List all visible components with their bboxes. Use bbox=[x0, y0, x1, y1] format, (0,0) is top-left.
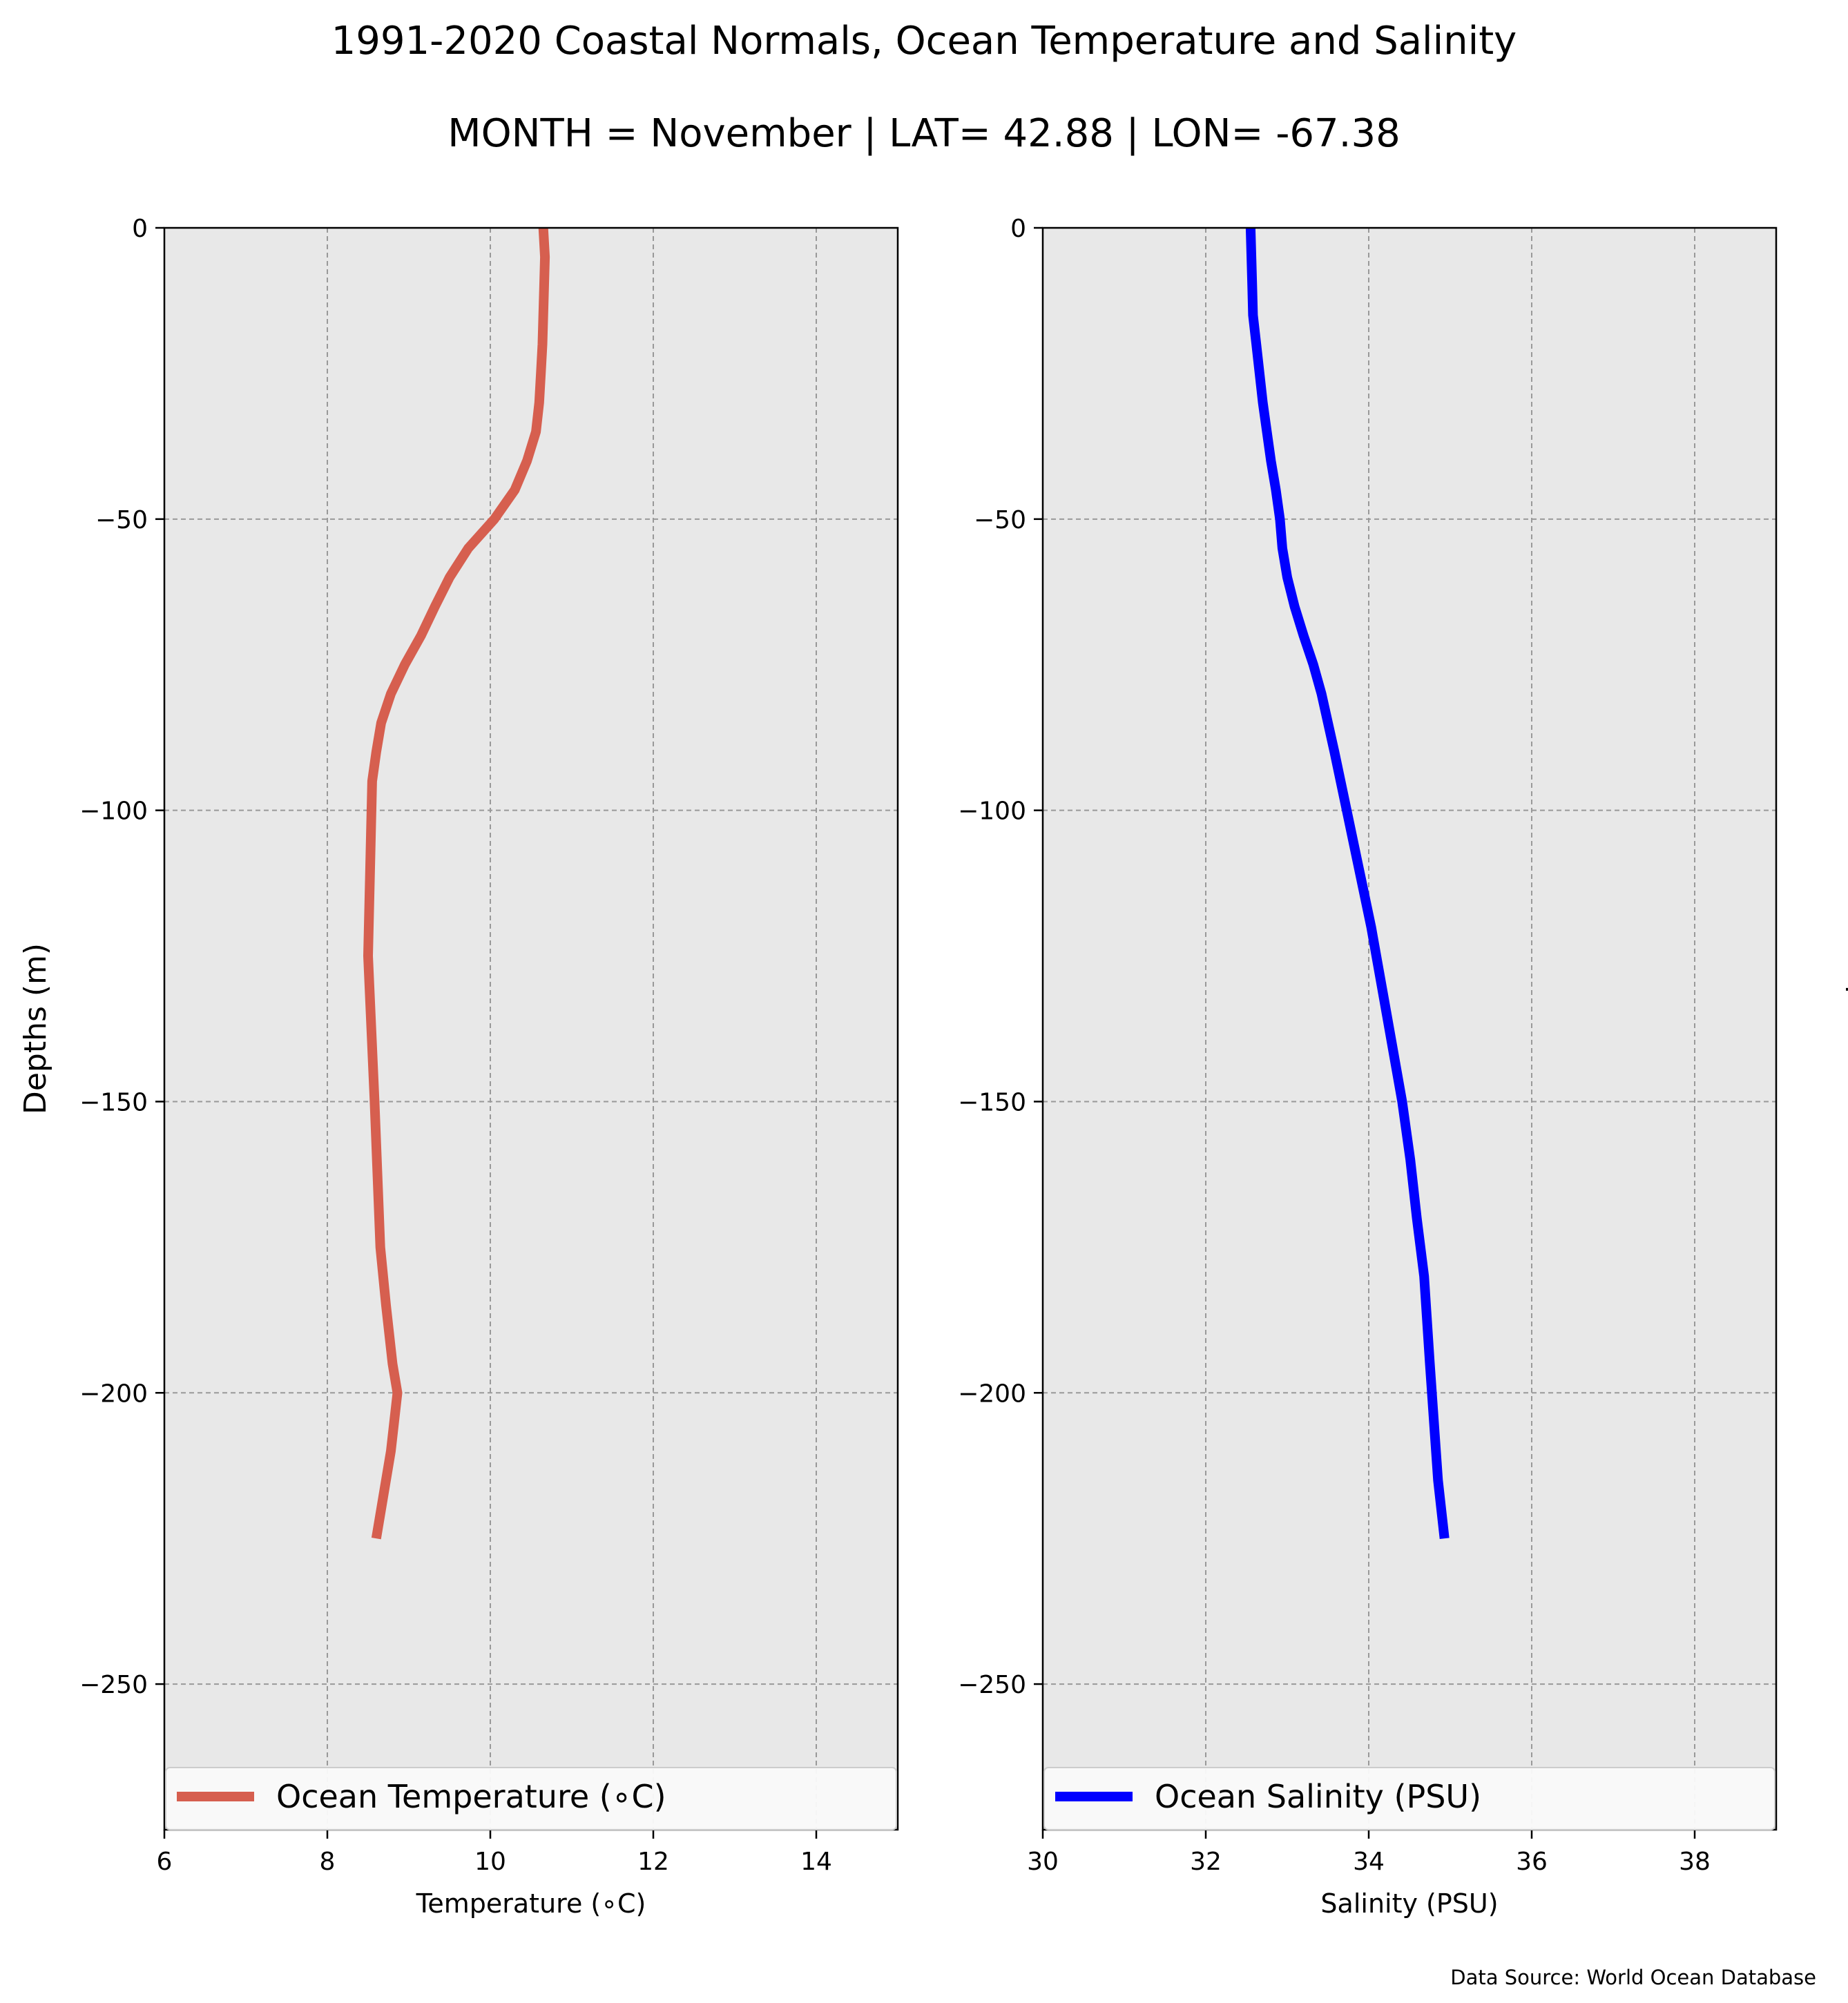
series-line-0 bbox=[1245, 227, 1450, 1539]
y-tick-label: −50 bbox=[974, 506, 1026, 534]
figure-subtitle: MONTH = November | LAT= 42.88 | LON= -67… bbox=[447, 111, 1401, 156]
salinity-panel: 0 −50 −100 −150 −200 −250 30 32 34 36 38 Salinity (… bbox=[958, 215, 1848, 1919]
legend-label: Ocean Temperature (∘C) bbox=[276, 1778, 666, 1815]
y-tick-label: 0 bbox=[132, 215, 148, 243]
x-tick-label: 30 bbox=[1027, 1848, 1059, 1876]
x-tick-label: 32 bbox=[1190, 1848, 1222, 1876]
x-axis-label: Temperature (∘C) bbox=[416, 1888, 646, 1919]
x-tick-label: 8 bbox=[320, 1848, 336, 1876]
x-axis-label: Salinity (PSU) bbox=[1320, 1888, 1498, 1919]
x-tick-label: 14 bbox=[800, 1848, 832, 1876]
y-tick-label: −100 bbox=[79, 797, 148, 826]
x-tick-label: 34 bbox=[1353, 1848, 1385, 1876]
y-tick-label: −250 bbox=[958, 1671, 1026, 1699]
legend-box bbox=[165, 1767, 897, 1830]
legend-box bbox=[1043, 1767, 1775, 1830]
plot-area bbox=[1043, 228, 1776, 1830]
x-tick-label: 6 bbox=[157, 1848, 173, 1876]
x-tick-label: 36 bbox=[1516, 1848, 1548, 1876]
x-tick-label: 12 bbox=[637, 1848, 669, 1876]
y-tick-label: −200 bbox=[79, 1380, 148, 1408]
x-tick-label: 38 bbox=[1679, 1848, 1711, 1876]
y-tick-label: −200 bbox=[958, 1380, 1026, 1408]
figure-title: 1991-2020 Coastal Normals, Ocean Tempera… bbox=[331, 19, 1517, 64]
y-axis-label: Depths (m) bbox=[18, 943, 53, 1114]
legend: Ocean Salinity (PSU) bbox=[1043, 1767, 1775, 1830]
y-tick-label: −50 bbox=[95, 506, 148, 534]
y-tick-label: −250 bbox=[79, 1671, 148, 1699]
legend-label: Ocean Salinity (PSU) bbox=[1155, 1778, 1481, 1815]
data-source-note: Data Source: World Ocean Database bbox=[1450, 1966, 1816, 1989]
temperature-panel: 0 −50 −100 −150 −200 −250 6 8 10 12 14 Temperature … bbox=[18, 215, 899, 1919]
plot-area bbox=[164, 228, 898, 1830]
x-tick-label: 10 bbox=[474, 1848, 506, 1876]
legend: Ocean Temperature (∘C) bbox=[165, 1767, 897, 1830]
y-tick-label: 0 bbox=[1010, 215, 1026, 243]
y-tick-label: −100 bbox=[958, 797, 1026, 826]
y-tick-label: −150 bbox=[79, 1088, 148, 1116]
y-axis-label: Depths (m) bbox=[1845, 943, 1848, 1114]
series-line-0 bbox=[363, 227, 550, 1540]
y-tick-label: −150 bbox=[958, 1088, 1026, 1116]
